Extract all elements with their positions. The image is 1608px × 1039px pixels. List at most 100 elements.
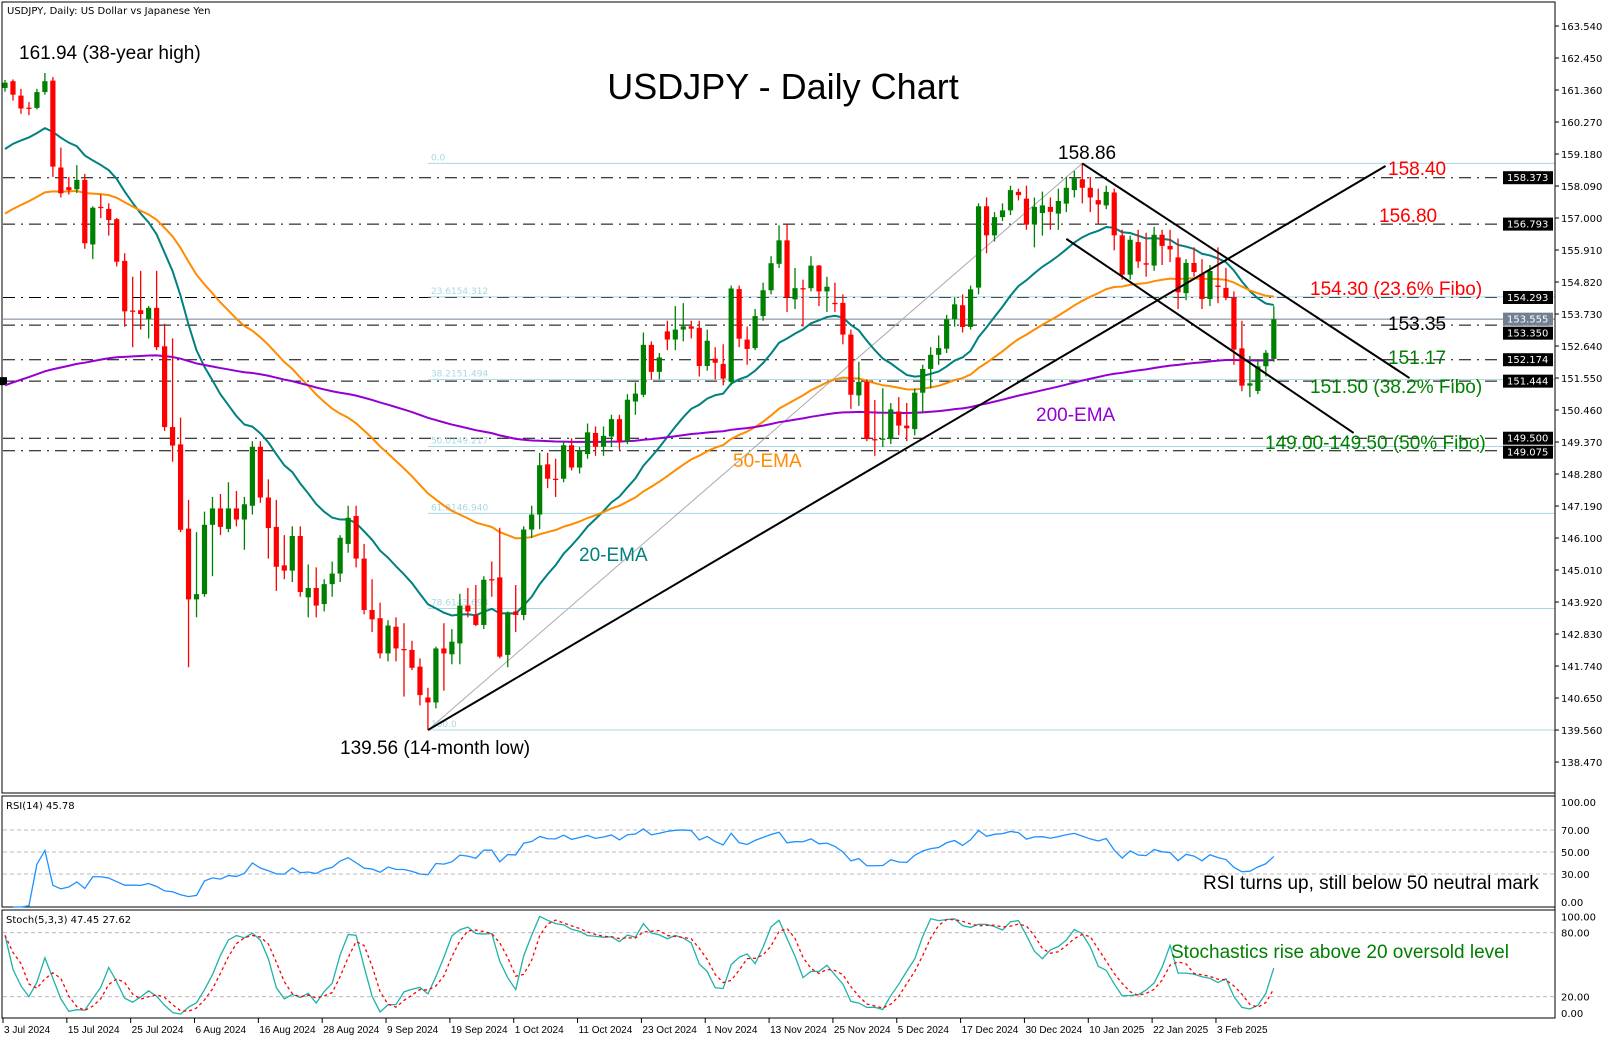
candle-bullish (345, 517, 351, 544)
date-tick-label: 25 Nov 2024 (834, 1025, 891, 1036)
candle-bullish (249, 446, 255, 506)
candle-bullish (457, 605, 463, 644)
candle-bullish (824, 286, 830, 292)
candle-bullish (1207, 270, 1213, 300)
candle-bullish (1255, 366, 1261, 391)
candle-bullish (289, 535, 295, 571)
price-tick-label: 152.640 (1561, 342, 1602, 353)
candle-bearish (138, 310, 144, 315)
candle-bearish (1087, 187, 1093, 198)
rsi-tick-label: 30.00 (1561, 870, 1590, 881)
candle-bearish (489, 579, 495, 581)
candle-bullish (305, 587, 311, 598)
price-marker-box (1503, 171, 1553, 185)
candle-bullish (856, 381, 862, 396)
candle-bearish (832, 302, 838, 305)
candle-bullish (225, 508, 232, 529)
candle-bearish (50, 80, 56, 167)
price-marker-box (1503, 431, 1553, 445)
candle-bullish (42, 81, 48, 93)
price-marker-box (1503, 326, 1553, 340)
stoch-note: Stochastics rise above 20 oversold level (1171, 942, 1509, 963)
rsi-note: RSI turns up, still below 50 neutral mar… (1203, 873, 1539, 894)
price-tick-label: 155.910 (1561, 246, 1602, 257)
candle-bearish (840, 302, 846, 335)
candle-bearish (1199, 273, 1205, 300)
candle-bullish (768, 263, 774, 291)
fibo-diagonal (427, 163, 1083, 731)
ema-line-20 (4, 127, 1275, 617)
price-marker-label: 152.174 (1507, 355, 1548, 366)
candle-bearish (114, 219, 120, 262)
candle-bearish (712, 358, 718, 363)
candle-bullish (912, 392, 918, 430)
candle-bearish (417, 666, 423, 696)
candle-bearish (154, 307, 160, 348)
stoch-tick-label: 0.00 (1561, 1009, 1583, 1020)
candle-bullish (201, 524, 208, 595)
stoch-signal-line (4, 918, 1275, 1012)
candle-bullish (1103, 191, 1109, 206)
candle-bearish (800, 288, 806, 290)
candle-bullish (193, 594, 200, 600)
candle-bullish (584, 432, 591, 455)
candle-bullish (760, 290, 766, 317)
candle-bearish (616, 419, 623, 442)
candle-bullish (561, 445, 567, 479)
date-tick-label: 1 Oct 2024 (515, 1025, 564, 1036)
price-tick-label: 163.540 (1561, 22, 1602, 33)
candle-bullish (1271, 319, 1277, 359)
fibo-level-label: 23.6154.312 (431, 287, 488, 297)
rsi-label: RSI(14) 45.78 (6, 801, 75, 812)
candle-bearish (473, 614, 479, 625)
candle-bearish (696, 327, 702, 366)
candle-bullish (433, 648, 439, 703)
candle-bearish (217, 508, 224, 527)
price-tick-label: 140.650 (1561, 694, 1602, 705)
candle-bullish (975, 206, 982, 288)
candle-bearish (568, 445, 575, 468)
stoch-label: Stoch(5,3,3) 47.45 27.62 (6, 915, 131, 926)
price-tick-label: 153.730 (1561, 310, 1602, 321)
date-tick-label: 17 Dec 2024 (962, 1025, 1019, 1036)
candle-bearish (1175, 257, 1181, 293)
candle-bearish (784, 240, 790, 298)
price-marker-label: 158.373 (1507, 173, 1548, 184)
candle-bullish (385, 625, 391, 654)
candle-bearish (896, 411, 902, 426)
date-tick-label: 16 Aug 2024 (259, 1025, 316, 1036)
trendline-channel-upper (1081, 162, 1411, 379)
rsi-line (12, 828, 1275, 908)
candle-bullish (1183, 262, 1189, 294)
price-tick-label: 142.830 (1561, 630, 1602, 641)
candle-bearish (648, 344, 654, 372)
candle-bullish (1151, 234, 1157, 266)
candle-bearish (1239, 348, 1245, 386)
candle-bullish (936, 348, 942, 355)
candle-bullish (999, 210, 1006, 218)
candle-bearish (369, 609, 375, 620)
candle-bearish (1047, 206, 1053, 212)
candle-bearish (1191, 262, 1197, 273)
price-tick-label: 145.010 (1561, 566, 1602, 577)
candle-bullish (928, 354, 934, 369)
annotation-level-153-35: 153.35 (1388, 314, 1446, 335)
candle-bearish (688, 326, 694, 329)
candle-bearish (313, 587, 319, 606)
price-marker-box (1503, 290, 1553, 304)
candle-bearish (497, 577, 503, 657)
price-marker-box (1503, 445, 1553, 459)
candle-bullish (1263, 352, 1269, 367)
date-tick-label: 22 Jan 2025 (1153, 1025, 1208, 1036)
candle-bullish (537, 465, 543, 515)
ema-line-50 (4, 189, 1274, 540)
candle-bearish (1215, 285, 1221, 288)
price-tick-label: 147.190 (1561, 502, 1602, 513)
annotation-support-151-17: 151.17 (1388, 348, 1446, 369)
candle-bullish (752, 316, 758, 349)
chart-title: USDJPY - Daily Chart (607, 66, 958, 107)
candle-bearish (592, 432, 599, 447)
candle-bearish (185, 528, 192, 600)
stoch-main-line (4, 915, 1275, 1015)
candle-bullish (808, 265, 814, 289)
